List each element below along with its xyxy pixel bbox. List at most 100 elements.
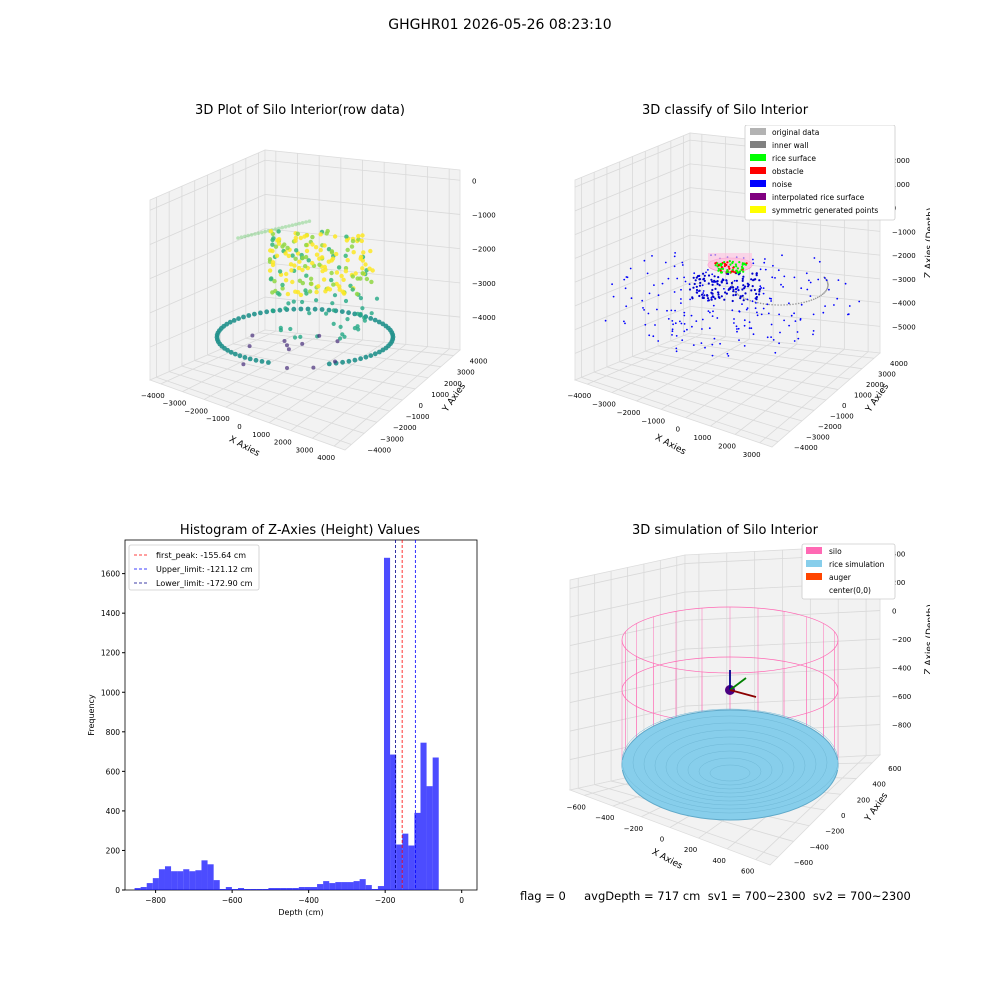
grid-line	[156, 376, 352, 445]
data-point	[735, 279, 738, 282]
data-point	[356, 233, 361, 239]
x-tick-label: 1000	[694, 434, 712, 442]
grid-line	[578, 787, 778, 858]
rice-mesh	[709, 764, 751, 782]
data-point	[786, 304, 788, 306]
rice-mesh	[632, 715, 828, 810]
data-point	[692, 276, 695, 279]
data-point	[661, 282, 664, 285]
grid-line	[689, 305, 881, 327]
data-point	[368, 248, 373, 254]
data-point	[246, 313, 252, 318]
data-point	[647, 312, 650, 315]
data-point	[304, 248, 310, 254]
data-point	[731, 261, 734, 265]
data-point	[291, 306, 297, 312]
data-point	[333, 359, 337, 364]
data-point	[741, 303, 743, 305]
data-point	[369, 311, 374, 316]
x-tick-label: −4000	[141, 392, 165, 400]
data-point	[695, 320, 698, 322]
data-point	[713, 279, 716, 282]
data-point	[777, 304, 779, 306]
data-point	[239, 235, 244, 239]
data-point	[726, 269, 729, 272]
data-point	[783, 304, 785, 306]
data-point	[717, 276, 720, 279]
legend-label: interpolated rice surface	[772, 193, 865, 202]
histogram-bar	[171, 871, 178, 890]
data-point	[297, 259, 302, 264]
data-point	[745, 298, 747, 300]
data-point	[270, 242, 275, 247]
data-point	[346, 310, 351, 316]
data-point	[694, 279, 697, 282]
data-point	[723, 287, 725, 290]
data-point	[283, 225, 288, 229]
x-tick-label: 0	[237, 423, 241, 431]
data-point	[766, 303, 769, 306]
data-point	[756, 311, 758, 314]
classify-points	[604, 252, 861, 357]
z-tick-label: −5000	[892, 323, 916, 331]
data-point	[704, 346, 706, 349]
data-point	[280, 244, 285, 249]
data-point	[793, 276, 796, 279]
data-point	[285, 366, 289, 370]
histogram-bar	[329, 883, 336, 890]
legend-swatch	[750, 128, 766, 135]
data-point	[700, 293, 704, 296]
histogram-bar	[408, 845, 415, 890]
data-point	[790, 314, 793, 317]
histogram-bar	[177, 871, 184, 890]
histogram-bar	[402, 833, 409, 890]
data-point	[723, 264, 726, 268]
histogram-bar	[280, 888, 287, 890]
x-tick-label: 0	[459, 896, 464, 905]
data-point	[812, 313, 815, 316]
histogram-bar	[335, 882, 342, 890]
data-point	[273, 244, 279, 249]
x-tick-label: 3000	[743, 451, 761, 459]
data-point	[750, 327, 753, 330]
data-point	[805, 272, 808, 275]
legend-label: noise	[772, 180, 792, 189]
histogram-bar	[164, 866, 172, 890]
y-tick-label: 1000	[854, 392, 872, 400]
data-point	[350, 274, 355, 279]
data-point	[783, 319, 785, 322]
data-point	[702, 292, 705, 294]
legend-swatch	[806, 573, 822, 580]
data-point	[730, 270, 733, 273]
data-point	[741, 288, 744, 291]
data-point	[277, 269, 283, 274]
legend-swatch	[750, 206, 766, 213]
data-point	[362, 315, 367, 320]
data-point	[788, 302, 790, 305]
data-point	[675, 347, 678, 350]
data-point	[738, 261, 741, 264]
grid-line	[149, 228, 266, 280]
y-tick-label: 2000	[444, 380, 462, 388]
y-tick-label: 3000	[457, 369, 475, 377]
data-point	[762, 292, 765, 295]
histogram-bar	[383, 557, 391, 890]
data-point	[643, 309, 645, 311]
data-point	[332, 293, 338, 298]
data-point	[808, 300, 810, 302]
data-point	[300, 280, 305, 286]
data-point	[711, 292, 714, 295]
data-point	[758, 290, 761, 293]
histogram-bar	[140, 887, 147, 890]
data-point	[797, 302, 800, 305]
data-point	[732, 290, 735, 293]
data-point	[270, 308, 275, 313]
histogram-bar	[201, 860, 208, 890]
data-point	[702, 277, 706, 280]
histogram-bar	[310, 887, 318, 890]
data-point	[812, 333, 814, 336]
data-point	[275, 291, 281, 296]
data-point	[707, 282, 710, 285]
x-tick-label: 0	[660, 836, 664, 844]
data-point	[253, 232, 257, 236]
